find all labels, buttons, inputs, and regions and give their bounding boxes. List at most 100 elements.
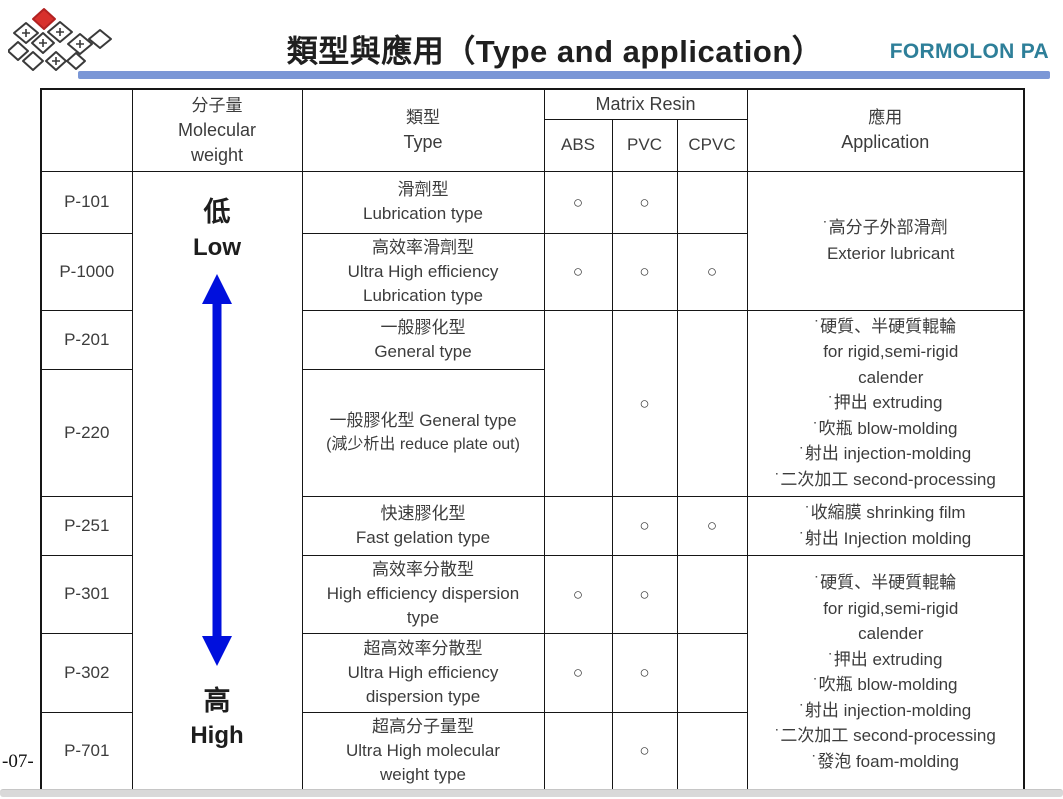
application-line: Exterior lubricant <box>826 243 955 263</box>
slide-footer-bar <box>0 789 1063 797</box>
application-cell: ˙收縮膜 shrinking film ˙射出 Injection moldin… <box>746 495 1025 556</box>
low-to-high-arrow-icon <box>202 274 232 667</box>
scale-high-zh: 高 <box>203 686 231 717</box>
type-line: Ultra High efficiency <box>347 662 499 682</box>
application-line: for rigid,semi-rigid <box>823 598 959 618</box>
molecular-weight-scale-cell: 低 Low 高 High <box>131 170 303 791</box>
type-cell: 超高效率分散型 Ultra High efficiency dispersion… <box>301 632 545 713</box>
application-header-en: Application <box>841 132 930 153</box>
application-header: 應用 Application <box>746 88 1025 172</box>
resin-header-cpvc: CPVC <box>676 118 748 172</box>
product-code: P-220 <box>40 368 133 497</box>
type-line: Ultra High efficiency <box>347 261 499 281</box>
application-line: ˙收縮膜 shrinking film <box>804 503 966 522</box>
type-line: weight type <box>380 764 466 784</box>
type-line: 一般膠化型 General type <box>329 410 517 430</box>
type-line: Lubrication type <box>362 204 484 223</box>
type-line: type <box>406 608 440 627</box>
type-header-zh: 類型 <box>406 108 440 128</box>
brand-label: FORMOLON PA <box>889 40 1049 63</box>
application-line: for rigid,semi-rigid <box>823 342 959 362</box>
molecular-weight-header: 分子量 Molecular weight <box>131 88 303 172</box>
type-header: 類型 Type <box>301 88 545 172</box>
application-line: calender <box>858 367 924 387</box>
cpvc-mark <box>676 554 748 634</box>
type-line: High efficiency dispersion <box>326 584 520 603</box>
scale-high-en: High <box>190 722 244 750</box>
table-row: P-1000 高效率滑劑型 Ultra High efficiency Lubr… <box>40 232 1024 311</box>
matrix-resin-header: Matrix Resin <box>543 88 748 120</box>
pvc-mark: ○ <box>611 632 678 713</box>
cpvc-mark: ○ <box>676 232 748 311</box>
type-cell: 快速膠化型 Fast gelation type <box>301 495 545 556</box>
product-code: P-101 <box>40 170 133 234</box>
application-line: ˙射出 injection-molding <box>799 700 972 720</box>
type-line: Lubrication type <box>362 285 484 305</box>
page-title: 類型與應用（Type and application） <box>286 34 824 69</box>
application-cell: ˙硬質、半硬質輥輪 for rigid,semi-rigid calender … <box>746 554 1025 791</box>
product-code: P-301 <box>40 554 133 634</box>
application-cell: ˙高分子外部滑劑 Exterior lubricant <box>746 170 1025 311</box>
cpvc-mark: ○ <box>676 495 748 556</box>
application-cell: ˙硬質、半硬質輥輪 for rigid,semi-rigid calender … <box>746 309 1025 497</box>
application-header-zh: 應用 <box>868 108 903 128</box>
pvc-mark: ○ <box>611 495 678 556</box>
table-row: P-301 高效率分散型 High efficiency dispersion … <box>40 554 1025 791</box>
product-code: P-251 <box>40 495 133 556</box>
type-line: 超高效率分散型 <box>363 638 483 658</box>
application-line: ˙二次加工 second-processing <box>774 726 996 746</box>
type-cell: 滑劑型 Lubrication type <box>301 170 545 234</box>
application-line: ˙發泡 foam-molding <box>811 751 959 771</box>
application-line: ˙硬質、半硬質輥輪 <box>814 573 957 593</box>
abs-mark <box>543 309 613 497</box>
title-accent-bar <box>78 71 1050 79</box>
product-code: P-701 <box>40 711 133 791</box>
application-line: ˙吹瓶 blow-molding <box>812 675 958 695</box>
abs-mark <box>543 495 613 556</box>
product-code: P-1000 <box>40 232 133 311</box>
abs-mark: ○ <box>543 170 613 234</box>
resin-header-abs: ABS <box>543 118 613 172</box>
application-line: ˙吹瓶 blow-molding <box>812 418 958 438</box>
molecular-weight-header-en: Molecular weight <box>177 119 257 165</box>
cpvc-mark <box>676 309 748 497</box>
type-application-table: 分子量 Molecular weight 類型 Type Matrix Resi… <box>40 88 1025 791</box>
page-number: -07- <box>2 751 34 772</box>
table-row: P-201 一般膠化型 General type ○ ˙硬質、半硬質輥輪 for… <box>40 309 1025 497</box>
pvc-mark: ○ <box>611 309 678 497</box>
product-code: P-201 <box>40 309 133 370</box>
type-cell: 超高分子量型 Ultra High molecular weight type <box>301 711 545 791</box>
application-line: ˙硬質、半硬質輥輪 <box>814 316 957 336</box>
abs-mark: ○ <box>543 554 613 634</box>
type-line: 快速膠化型 <box>380 503 466 523</box>
cpvc-mark <box>676 711 748 791</box>
type-line: 一般膠化型 <box>380 317 466 337</box>
type-cell: 高效率滑劑型 Ultra High efficiency Lubrication… <box>301 232 545 311</box>
type-line: 滑劑型 <box>397 180 449 199</box>
application-line: ˙射出 injection-molding <box>799 444 972 464</box>
pvc-mark: ○ <box>611 232 678 311</box>
cpvc-mark <box>676 170 748 234</box>
type-cell: 高效率分散型 High efficiency dispersion type <box>301 554 545 634</box>
type-line: dispersion type <box>365 686 481 706</box>
type-header-en: Type <box>403 132 443 153</box>
type-cell: 一般膠化型 General type (減少析出 reduce plate ou… <box>301 368 545 497</box>
cpvc-mark <box>676 632 748 713</box>
formosa-plastics-group-logo <box>8 8 112 71</box>
type-line: Ultra High molecular <box>346 740 500 760</box>
table-row: P-302 超高效率分散型 Ultra High efficiency disp… <box>40 632 1024 713</box>
pvc-mark: ○ <box>611 554 678 634</box>
application-line: ˙射出 Injection molding <box>799 528 972 548</box>
application-line: ˙押出 extruding <box>828 393 943 413</box>
table-row: P-101 低 Low 高 High 滑劑型 <box>40 170 1025 791</box>
application-line: ˙押出 extruding <box>828 649 943 669</box>
application-line: ˙二次加工 second-processing <box>774 469 996 489</box>
table-row: P-251 快速膠化型 Fast gelation type ○ ○ ˙收縮膜 … <box>40 495 1025 556</box>
type-line: 高效率分散型 <box>372 560 474 579</box>
resin-header-pvc: PVC <box>611 118 678 172</box>
molecular-weight-scale: 低 Low 高 High <box>137 174 298 786</box>
type-line: 高效率滑劑型 <box>372 237 474 257</box>
abs-mark <box>543 711 613 791</box>
corner-header-cell <box>40 88 133 172</box>
